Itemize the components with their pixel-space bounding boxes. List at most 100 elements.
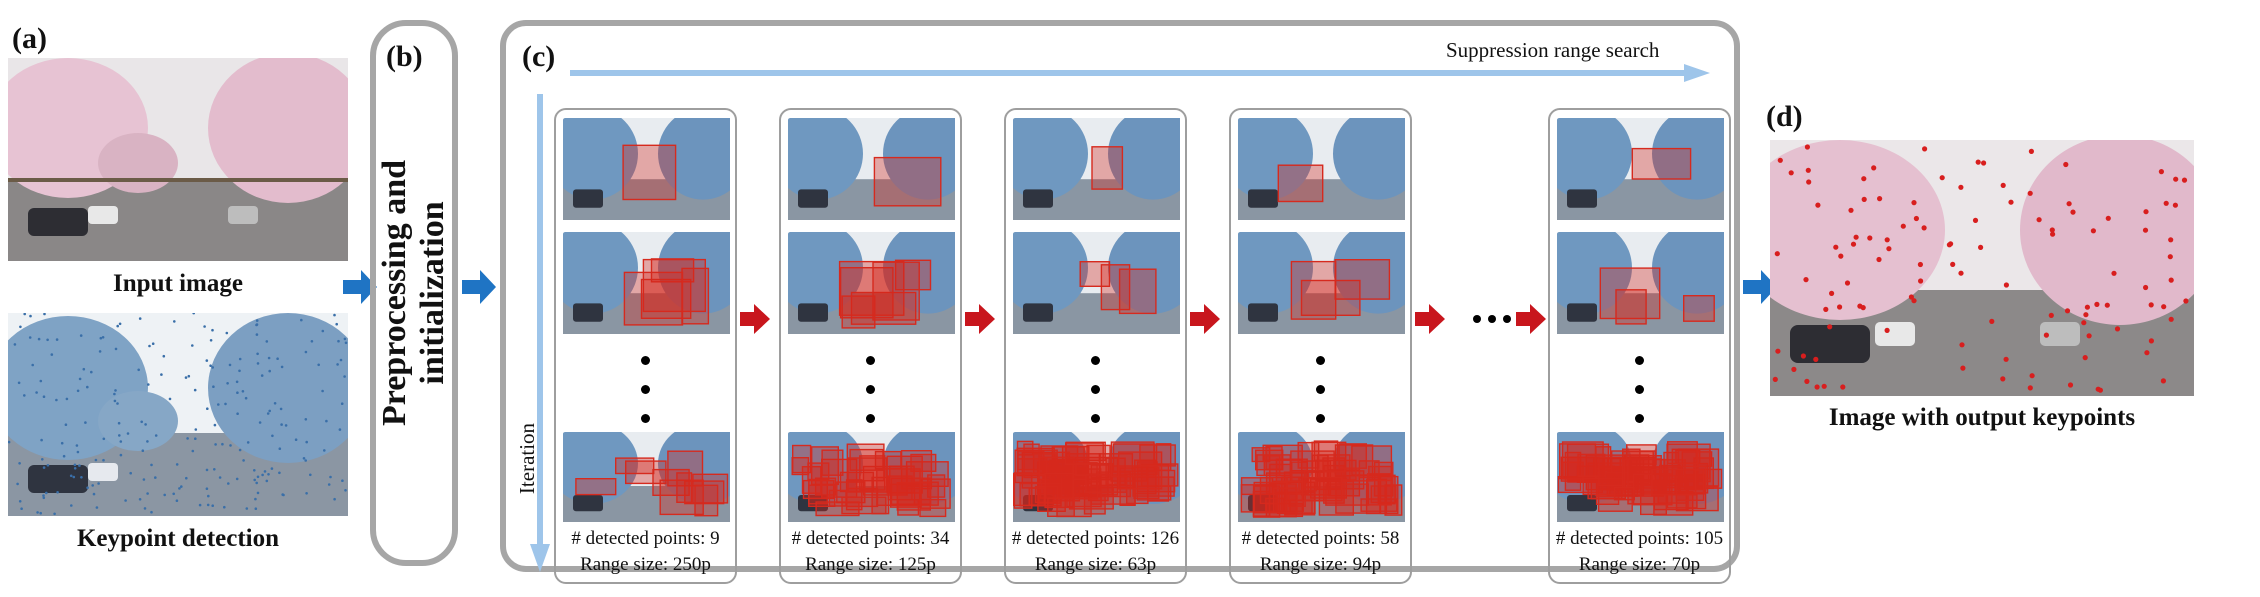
iteration-thumbnail	[1238, 118, 1405, 220]
iteration-thumbnail	[563, 432, 730, 522]
suppression-box	[1313, 440, 1339, 462]
input-image	[8, 58, 348, 261]
ellipsis-dots	[1473, 315, 1511, 323]
suppression-box	[873, 156, 942, 207]
suppression-box	[623, 271, 684, 326]
output-keypoints-image	[1770, 140, 2194, 396]
iteration-thumbnail	[1013, 432, 1180, 522]
suppression-box	[622, 144, 677, 201]
suppression-box	[1303, 469, 1321, 489]
suppression-box	[1613, 486, 1635, 501]
suppression-box	[1277, 164, 1324, 203]
iteration-thumbnail	[563, 118, 730, 220]
iteration-thumbnail	[788, 118, 955, 220]
panel-d-label: (d)	[1766, 100, 1803, 133]
suppression-range-search-arrow	[570, 64, 1710, 82]
arrow-c-to-d	[1743, 270, 1777, 304]
suppression-box	[1651, 468, 1697, 496]
detected-points-label: # detected points: 9	[571, 528, 720, 549]
suppression-box	[1300, 279, 1361, 316]
iteration-thumbnail	[1013, 118, 1180, 220]
range-size-label: Range size: 63p	[1034, 554, 1157, 575]
range-size-label: Range size: 250p	[580, 554, 711, 575]
panel-a-label: (a)	[12, 22, 47, 55]
suppression-box	[838, 260, 905, 316]
suppression-box	[625, 460, 667, 485]
iteration-thumbnail	[1238, 432, 1405, 522]
suppression-box	[694, 484, 719, 517]
suppression-box	[1582, 477, 1624, 496]
iteration-thumbnail	[788, 232, 955, 334]
detected-points-label: # detected points: 105	[1555, 528, 1724, 549]
suppression-box	[1639, 480, 1667, 516]
suppression-box	[1338, 443, 1367, 469]
red-arrow-5	[1516, 304, 1546, 334]
iteration-column-1: # detected points: 9 Range size: 250p	[554, 108, 737, 584]
iteration-column-2: # detected points: 34 Range size: 125p	[779, 108, 962, 584]
arrow-b-to-c	[462, 270, 496, 304]
iteration-arrow	[530, 94, 550, 572]
suppression-box	[1366, 473, 1392, 506]
suppression-box	[1043, 467, 1089, 495]
panel-c-box: (c) Suppression range search Iteration #…	[500, 20, 1740, 584]
iteration-column-5: # detected points: 105 Range size: 70p	[1548, 108, 1731, 584]
suppression-box	[1301, 477, 1343, 502]
suppression-box	[1265, 445, 1283, 471]
suppression-box	[850, 291, 917, 325]
vertical-ellipsis	[556, 356, 735, 443]
suppression-box	[1599, 267, 1661, 320]
preprocessing-title-line1: Preprocessing and	[376, 159, 413, 427]
suppression-box	[1044, 472, 1074, 509]
detected-points-label: # detected points: 126	[1011, 528, 1180, 549]
suppression-box	[846, 443, 885, 482]
suppression-box	[847, 457, 888, 493]
suppression-box	[1368, 465, 1392, 482]
suppression-box	[876, 468, 921, 507]
suppression-range-search-label: Suppression range search	[1446, 38, 1660, 62]
suppression-box	[1666, 441, 1698, 465]
suppression-box	[652, 468, 690, 496]
suppression-box	[615, 457, 655, 475]
keypoint-detection-caption: Keypoint detection	[76, 525, 280, 552]
iteration-column-3: # detected points: 126 Range size: 63p	[1004, 108, 1187, 584]
iteration-thumbnail	[1557, 232, 1724, 334]
suppression-box	[1598, 456, 1624, 487]
range-size-label: Range size: 70p	[1578, 554, 1701, 575]
suppression-box	[1085, 474, 1128, 493]
vertical-ellipsis	[1231, 356, 1410, 443]
suppression-box	[1100, 264, 1131, 311]
suppression-box	[1047, 497, 1075, 517]
iteration-thumbnail	[1557, 118, 1724, 220]
suppression-box	[681, 267, 710, 325]
suppression-box	[1631, 147, 1692, 180]
suppression-box	[1083, 494, 1106, 515]
suppression-box	[1273, 487, 1298, 514]
suppression-box	[862, 465, 908, 496]
vertical-ellipsis	[1550, 356, 1729, 443]
panel-b-box: (b) Preprocessing and initialization	[370, 20, 458, 566]
vertical-ellipsis	[1006, 356, 1185, 443]
range-size-label: Range size: 94p	[1259, 554, 1382, 575]
suppression-box	[1060, 478, 1099, 500]
suppression-box	[1623, 458, 1666, 493]
suppression-box	[1065, 442, 1104, 465]
suppression-box	[910, 453, 937, 472]
suppression-box	[872, 261, 920, 321]
range-size-label: Range size: 125p	[805, 554, 936, 575]
suppression-box	[642, 258, 707, 313]
input-image-caption: Input image	[113, 270, 243, 297]
iteration-thumbnail	[563, 232, 730, 334]
suppression-box	[807, 462, 830, 481]
suppression-box	[886, 455, 923, 494]
suppression-box	[815, 501, 860, 517]
iteration-thumbnail	[1238, 232, 1405, 334]
iteration-thumbnail	[788, 432, 955, 522]
iteration-label: Iteration	[515, 422, 540, 495]
detected-points-label: # detected points: 58	[1241, 528, 1400, 549]
keypoint-detection-image	[8, 313, 348, 516]
suppression-box	[1079, 261, 1111, 288]
suppression-box	[1133, 466, 1160, 499]
panel-c-label: (c)	[522, 40, 556, 73]
suppression-box	[1682, 295, 1715, 322]
red-arrow-1	[740, 304, 770, 334]
